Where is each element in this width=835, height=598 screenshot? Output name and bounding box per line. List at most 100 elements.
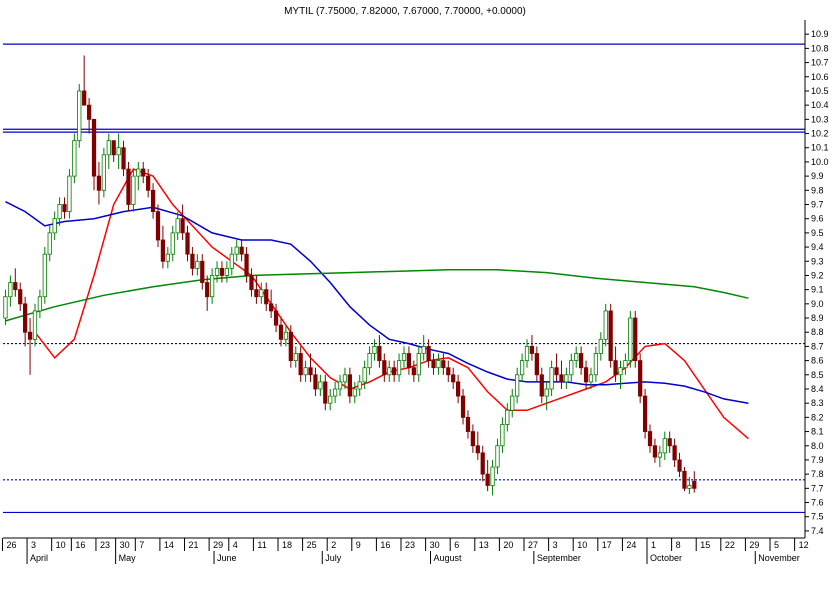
candle-body	[549, 367, 554, 390]
candle-body	[692, 480, 697, 489]
candle-body	[146, 175, 151, 191]
y-tick-label: 7.8	[811, 469, 824, 479]
candle-body	[677, 459, 682, 472]
candle-body	[480, 452, 485, 475]
candle-body	[308, 367, 313, 376]
candle-body	[505, 409, 510, 425]
candle-body	[205, 282, 210, 298]
candle-body	[652, 445, 658, 458]
month-label: July	[325, 553, 342, 563]
x-tick-label: 26	[6, 540, 16, 550]
x-tick-label: 22	[725, 540, 735, 550]
x-tick-label: 5	[774, 540, 779, 550]
y-tick-label: 10.7	[811, 58, 829, 68]
y-tick-label: 9.9	[811, 171, 824, 181]
x-tick-label: 17	[602, 540, 612, 550]
candle-body	[451, 374, 456, 383]
candle-body	[608, 310, 613, 362]
candle-body	[150, 189, 156, 212]
candle-body	[273, 310, 279, 326]
candle-body	[8, 282, 13, 298]
candle-body	[303, 367, 308, 376]
candle-body	[283, 331, 289, 340]
x-tick-label: 27	[528, 540, 538, 550]
y-tick-label: 7.4	[811, 526, 824, 536]
candle-body	[13, 282, 18, 291]
candle-body	[657, 452, 662, 458]
x-tick-label: 29	[749, 540, 759, 550]
candle-body	[441, 360, 446, 369]
month-label: May	[119, 553, 137, 563]
candle-body	[288, 331, 293, 362]
y-tick-label: 10.3	[811, 114, 829, 124]
candle-body	[170, 232, 175, 255]
candle-body	[121, 147, 126, 170]
candle-body	[411, 367, 416, 376]
candle-body	[47, 232, 52, 255]
x-tick-label: 2	[331, 540, 336, 550]
x-tick-label: 23	[100, 540, 110, 550]
candle-body	[195, 260, 200, 269]
candle-body	[500, 424, 505, 447]
candle-body	[180, 218, 185, 234]
candle-body	[254, 289, 259, 298]
candle-body	[185, 232, 190, 255]
candle-body	[638, 360, 643, 397]
candle-body	[72, 140, 77, 177]
x-tick-label: 21	[189, 540, 199, 550]
candle-body	[62, 204, 67, 212]
candle-body	[234, 246, 239, 255]
candle-body	[662, 438, 667, 454]
candle-body	[682, 470, 687, 489]
y-tick-label: 8.0	[811, 441, 824, 451]
candle-body	[155, 211, 161, 241]
candle-body	[436, 360, 441, 369]
candles	[3, 55, 697, 496]
candle-body	[67, 175, 72, 212]
candle-body	[229, 253, 234, 269]
x-tick-label: 12	[799, 540, 809, 550]
candle-body	[37, 296, 43, 312]
y-tick-label: 7.9	[811, 455, 824, 465]
candle-body	[667, 438, 672, 447]
x-tick-label: 23	[405, 540, 415, 550]
candle-body	[628, 317, 633, 362]
moving-average-line	[5, 269, 749, 322]
candle-body	[190, 253, 195, 269]
y-tick-label: 8.6	[811, 356, 824, 366]
candle-body	[298, 353, 303, 376]
candle-body	[116, 147, 121, 156]
candle-body	[510, 395, 515, 411]
candle-body	[313, 374, 318, 390]
candle-body	[524, 346, 530, 362]
candle-body	[470, 431, 476, 447]
y-tick-label: 9.1	[811, 285, 824, 295]
x-tick-label: 10	[56, 540, 66, 550]
candle-body	[485, 473, 490, 486]
candle-body	[249, 275, 254, 291]
candle-body	[328, 395, 333, 404]
candle-body	[593, 353, 599, 376]
candle-body	[165, 253, 170, 262]
candle-body	[91, 118, 97, 177]
candle-body	[579, 353, 584, 369]
y-tick-label: 8.7	[811, 341, 824, 351]
candle-body	[426, 346, 431, 362]
candle-body	[200, 260, 205, 283]
candle-body	[583, 367, 589, 383]
candle-body	[367, 353, 372, 369]
candle-body	[175, 218, 180, 234]
x-tick-label: 7	[139, 540, 144, 550]
candle-body	[598, 338, 603, 354]
y-tick-label: 9.8	[811, 185, 824, 195]
candle-body	[18, 289, 23, 305]
y-tick-label: 10.2	[811, 129, 829, 139]
y-tick-label: 8.5	[811, 370, 824, 380]
month-label: September	[537, 553, 581, 563]
candle-body	[465, 416, 471, 432]
x-tick-label: 3	[553, 540, 558, 550]
x-tick-label: 16	[75, 540, 85, 550]
candle-body	[529, 346, 535, 354]
candle-body	[52, 218, 57, 234]
candle-body	[27, 331, 33, 340]
